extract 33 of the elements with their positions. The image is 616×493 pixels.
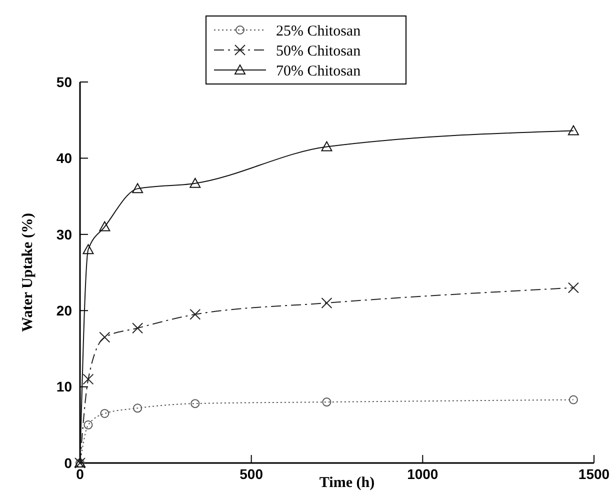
y-tick-label: 50 [56, 74, 72, 90]
point [568, 395, 578, 404]
y-tick-label: 0 [64, 454, 72, 471]
legend-label: 50% Chitosan [276, 43, 362, 60]
x-tick-label: 1500 [578, 466, 610, 482]
point [133, 404, 142, 413]
x-tick-label: 1000 [407, 466, 438, 482]
y-tick-label: 20 [56, 302, 72, 318]
point [322, 398, 332, 407]
point [190, 399, 200, 408]
x-tick-label: 0 [76, 466, 84, 482]
point [568, 125, 579, 136]
legend-label: 25% Chitosan [276, 23, 362, 40]
point [100, 408, 110, 418]
point [99, 221, 110, 232]
y-tick-label: 10 [56, 378, 72, 395]
point [132, 183, 144, 194]
point [568, 282, 579, 294]
point [99, 332, 110, 343]
point [132, 322, 144, 334]
x-tick-label: 500 [240, 466, 264, 482]
point [190, 308, 201, 320]
point [321, 297, 332, 308]
point [82, 244, 94, 254]
y-tick-label: 40 [56, 150, 72, 166]
y-tick-label: 30 [56, 226, 72, 242]
point [82, 374, 94, 385]
point [321, 141, 332, 152]
y-axis-title: Water Uptake (%) [20, 213, 36, 332]
x-axis-title: Time (h) [319, 475, 375, 491]
legend-label: 70% Chitosan [276, 63, 362, 80]
point [190, 178, 201, 188]
point [84, 420, 93, 430]
